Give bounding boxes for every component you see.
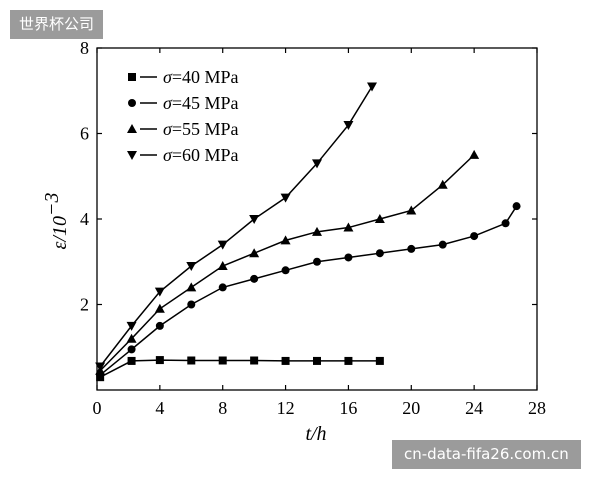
y-axis-exponent: −3 bbox=[41, 193, 63, 217]
series-line bbox=[99, 86, 373, 367]
data-point bbox=[218, 283, 227, 292]
legend-marker bbox=[127, 124, 137, 133]
series-3 bbox=[95, 149, 480, 375]
data-point bbox=[126, 333, 137, 343]
x-axis-unit: /h bbox=[310, 423, 327, 445]
data-point bbox=[155, 356, 164, 365]
data-point bbox=[344, 253, 353, 262]
data-point bbox=[406, 205, 417, 215]
data-point bbox=[154, 303, 165, 313]
data-point bbox=[249, 215, 260, 224]
data-point bbox=[217, 261, 228, 271]
data-point bbox=[187, 356, 196, 365]
watermark-top-left: 世界杯公司 bbox=[10, 10, 104, 39]
x-tick-label: 16 bbox=[339, 398, 357, 418]
legend-label: σ=40 MPa bbox=[163, 67, 239, 87]
data-point bbox=[367, 82, 377, 92]
legend-label: σ=45 MPa bbox=[163, 93, 239, 113]
data-point bbox=[218, 356, 227, 365]
legend-entry-1: σ=40 MPa bbox=[128, 67, 239, 87]
data-point bbox=[217, 240, 228, 250]
data-point bbox=[313, 257, 321, 266]
data-point bbox=[375, 249, 384, 258]
data-point bbox=[250, 356, 259, 365]
data-point bbox=[437, 179, 448, 189]
series-line bbox=[99, 359, 380, 378]
data-point bbox=[281, 266, 290, 275]
data-point bbox=[186, 282, 197, 292]
data-point bbox=[127, 345, 136, 354]
watermark-bottom-right: cn-data-fifa26.com.cn bbox=[392, 440, 581, 469]
x-tick-label: 20 bbox=[402, 398, 420, 418]
data-point bbox=[312, 159, 322, 169]
data-point bbox=[470, 232, 479, 241]
x-tick-label: 4 bbox=[155, 398, 164, 418]
data-point bbox=[280, 235, 291, 245]
series-4 bbox=[95, 82, 377, 372]
x-tick-label: 24 bbox=[465, 398, 483, 418]
data-point bbox=[126, 321, 137, 331]
x-axis-symbol: t bbox=[305, 423, 311, 445]
legend-marker bbox=[127, 151, 137, 160]
legend-entry-4: σ=60 MPa bbox=[127, 145, 239, 165]
data-point bbox=[127, 356, 136, 365]
y-axis-symbol: ε bbox=[49, 241, 71, 249]
series-line bbox=[99, 154, 475, 372]
data-point bbox=[407, 244, 416, 253]
y-axis-ticks: 2 4 6 8 bbox=[80, 38, 537, 315]
x-axis-label: t/h bbox=[305, 423, 326, 445]
series-2 bbox=[96, 202, 521, 380]
legend-entry-3: σ=55 MPa bbox=[127, 119, 239, 139]
data-point bbox=[313, 356, 321, 365]
data-point bbox=[281, 356, 290, 365]
data-point bbox=[249, 248, 260, 258]
x-tick-label: 28 bbox=[528, 398, 546, 418]
data-point bbox=[250, 274, 259, 283]
legend-entry-2: σ=45 MPa bbox=[128, 93, 239, 113]
series-layer bbox=[95, 82, 521, 382]
data-point bbox=[469, 149, 480, 159]
x-tick-label: 12 bbox=[277, 398, 295, 418]
data-point bbox=[512, 202, 521, 211]
data-point bbox=[155, 321, 164, 330]
y-tick-label: 8 bbox=[80, 38, 89, 58]
y-axis-label: ε/10−3 bbox=[41, 193, 71, 250]
y-axis-unit: /10 bbox=[49, 216, 71, 243]
legend: σ=40 MPa σ=45 MPa σ=55 MPa σ=60 MPa bbox=[127, 67, 239, 165]
data-point bbox=[312, 226, 322, 236]
data-point bbox=[154, 287, 165, 297]
legend-label: σ=60 MPa bbox=[163, 145, 239, 165]
y-tick-label: 6 bbox=[80, 124, 89, 144]
series-1 bbox=[96, 356, 384, 382]
data-point bbox=[343, 120, 354, 130]
x-tick-label: 8 bbox=[218, 398, 227, 418]
data-point bbox=[343, 222, 354, 232]
data-point bbox=[501, 219, 510, 228]
legend-marker bbox=[128, 99, 136, 107]
data-point bbox=[344, 356, 353, 365]
legend-marker bbox=[128, 73, 136, 81]
data-point bbox=[95, 362, 106, 372]
data-point bbox=[280, 193, 291, 203]
x-tick-label: 0 bbox=[93, 398, 102, 418]
y-tick-label: 4 bbox=[80, 209, 89, 229]
x-axis-ticks: 0 4 8 12 16 20 24 28 bbox=[93, 48, 546, 418]
legend-label: σ=55 MPa bbox=[163, 119, 239, 139]
data-point bbox=[438, 240, 447, 249]
data-point bbox=[186, 262, 197, 272]
data-point bbox=[187, 300, 196, 309]
data-point bbox=[374, 214, 385, 223]
y-tick-label: 2 bbox=[80, 295, 89, 315]
data-point bbox=[375, 356, 384, 365]
